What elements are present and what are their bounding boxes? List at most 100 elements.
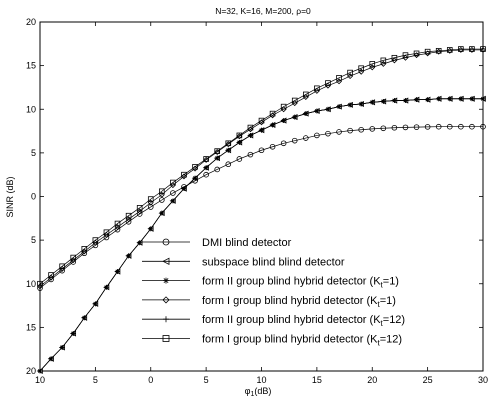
series-5-point-30 (358, 101, 364, 107)
series-5-point-26 (314, 108, 320, 114)
series-1-point-23 (280, 140, 287, 147)
x-tick-label-8: 25 (423, 375, 433, 385)
y-tick-label-5: 0 (31, 192, 36, 202)
legend-entry-3: form II group blind hybrid detector (Kt=… (142, 276, 399, 290)
series-4-point-35 (413, 52, 420, 59)
series-4-point-33 (391, 57, 398, 64)
legend-marker-5 (163, 316, 169, 323)
series-5-point-40 (469, 96, 475, 102)
series-5-point-23 (281, 118, 287, 123)
series-6-point-15 (192, 164, 198, 170)
chart-title: N=32, K=16, M=200, ρ=0 (215, 6, 311, 16)
series-5-point-35 (414, 97, 419, 103)
series-6-point-37 (435, 47, 442, 54)
legend-label-6-main: form I group blind hybrid detector (K (202, 334, 378, 346)
series-4-point-25 (302, 94, 309, 101)
series-6-point-27 (325, 80, 331, 86)
series-6-point-10 (136, 205, 143, 211)
series-5-point-14 (181, 186, 187, 192)
series-6-point-4 (70, 254, 77, 261)
series-4-point-3 (59, 265, 66, 272)
legend-label-6-sub: t (377, 339, 380, 348)
x-tick-label-2: 5 (93, 375, 98, 385)
series-5-point-28 (336, 104, 342, 110)
series-1-point-27 (325, 130, 331, 137)
series-4-point-23 (280, 106, 287, 113)
series-4-point-24 (291, 100, 298, 107)
series-4-point-17 (214, 149, 221, 155)
x-axis-label: φ1(dB) (245, 386, 272, 398)
series-4-point-18 (225, 141, 232, 148)
series-6-point-20 (247, 124, 254, 131)
y-tick-label-9: 20 (26, 17, 36, 27)
series-1-point-36 (424, 124, 431, 130)
series-5-point-37 (436, 96, 442, 102)
series-4-point-7 (103, 231, 110, 238)
legend-label-4-sub: t (377, 300, 380, 309)
x-tick-label-7: 20 (367, 375, 377, 385)
series-4-point-34 (402, 54, 409, 61)
series-1-point-29 (347, 127, 353, 134)
series-1-point-35 (413, 124, 420, 130)
series-1-point-16 (203, 171, 209, 178)
legend-marker-3 (163, 277, 169, 284)
legend-label-4: form I group blind hybrid detector (Kt=1… (202, 295, 396, 309)
series-6-point-18 (225, 140, 232, 147)
legend-label-1: DMI blind detector (202, 237, 292, 249)
x-tick-label-3: 0 (148, 375, 153, 385)
series-1-point-30 (358, 126, 364, 133)
series-6-point-8 (114, 220, 121, 227)
legend-label-3-suffix: =1) (383, 276, 399, 288)
series-6-point-17 (214, 148, 221, 154)
series-5-point-38 (447, 96, 453, 102)
series-5-point-4 (70, 331, 76, 336)
x-axis-label-suffix: (dB) (254, 386, 271, 396)
series-4-point-13 (169, 182, 176, 189)
series-6-point-11 (147, 196, 154, 202)
series-1-point-25 (302, 135, 309, 141)
series-1-point-38 (446, 123, 453, 130)
series-5-point-2 (48, 356, 54, 362)
series-5-point-16 (203, 165, 209, 171)
series-6-point-3 (59, 263, 65, 270)
legend-entry-5: form II group blind hybrid detector (Kt=… (142, 314, 405, 328)
legend-marker-4 (162, 296, 170, 304)
x-tick-label-1: 10 (35, 375, 45, 385)
series-5-point-8 (115, 269, 120, 274)
series-5-point-3 (59, 345, 65, 350)
y-tick-label-2: 15 (26, 322, 36, 332)
series-6-point-23 (280, 103, 287, 110)
series-1-point-26 (314, 132, 320, 139)
series-4-point-2 (48, 274, 55, 281)
series-6-point-21 (258, 117, 265, 124)
legend-entry-2: subspace blind blind detector (142, 256, 345, 268)
series-6-point-34 (402, 52, 409, 58)
series-5-point-7 (104, 284, 109, 290)
series-5-point-20 (248, 133, 253, 138)
y-tick-label-4: 5 (31, 235, 36, 245)
series-4-point-27 (324, 82, 331, 89)
series-6-point-33 (391, 54, 398, 61)
series-6-point-40 (469, 46, 475, 52)
series-layer (36, 46, 486, 375)
series-1-point-17 (214, 166, 221, 173)
legend-label-6-suffix: =12) (380, 334, 402, 346)
series-6-point-31 (369, 61, 376, 67)
series-1-point-39 (458, 123, 464, 130)
series-6-point-7 (103, 229, 110, 236)
series-6-point-24 (291, 97, 298, 104)
y-tick-label-1: 20 (26, 366, 36, 376)
ticks-layer: 10 5 0 5 10 15 20 25 30 20 15 10 5 0 5 10 15 20 (26, 17, 488, 385)
series-5-point-6 (92, 301, 98, 307)
legend-entry-4: form I group blind hybrid detector (Kt=1… (142, 295, 396, 309)
x-tick-label-5: 10 (256, 375, 266, 385)
series-6-point-2 (48, 272, 54, 278)
series-4-point-16 (203, 156, 210, 163)
series-6-point-25 (302, 91, 309, 98)
legend-label-2: subspace blind blind detector (202, 256, 345, 268)
legend-label-6: form I group blind hybrid detector (Kt=1… (202, 334, 402, 348)
x-axis-label-main: φ (245, 386, 251, 396)
legend-label-5-sub: t (381, 319, 384, 328)
series-1-point-33 (391, 124, 398, 131)
